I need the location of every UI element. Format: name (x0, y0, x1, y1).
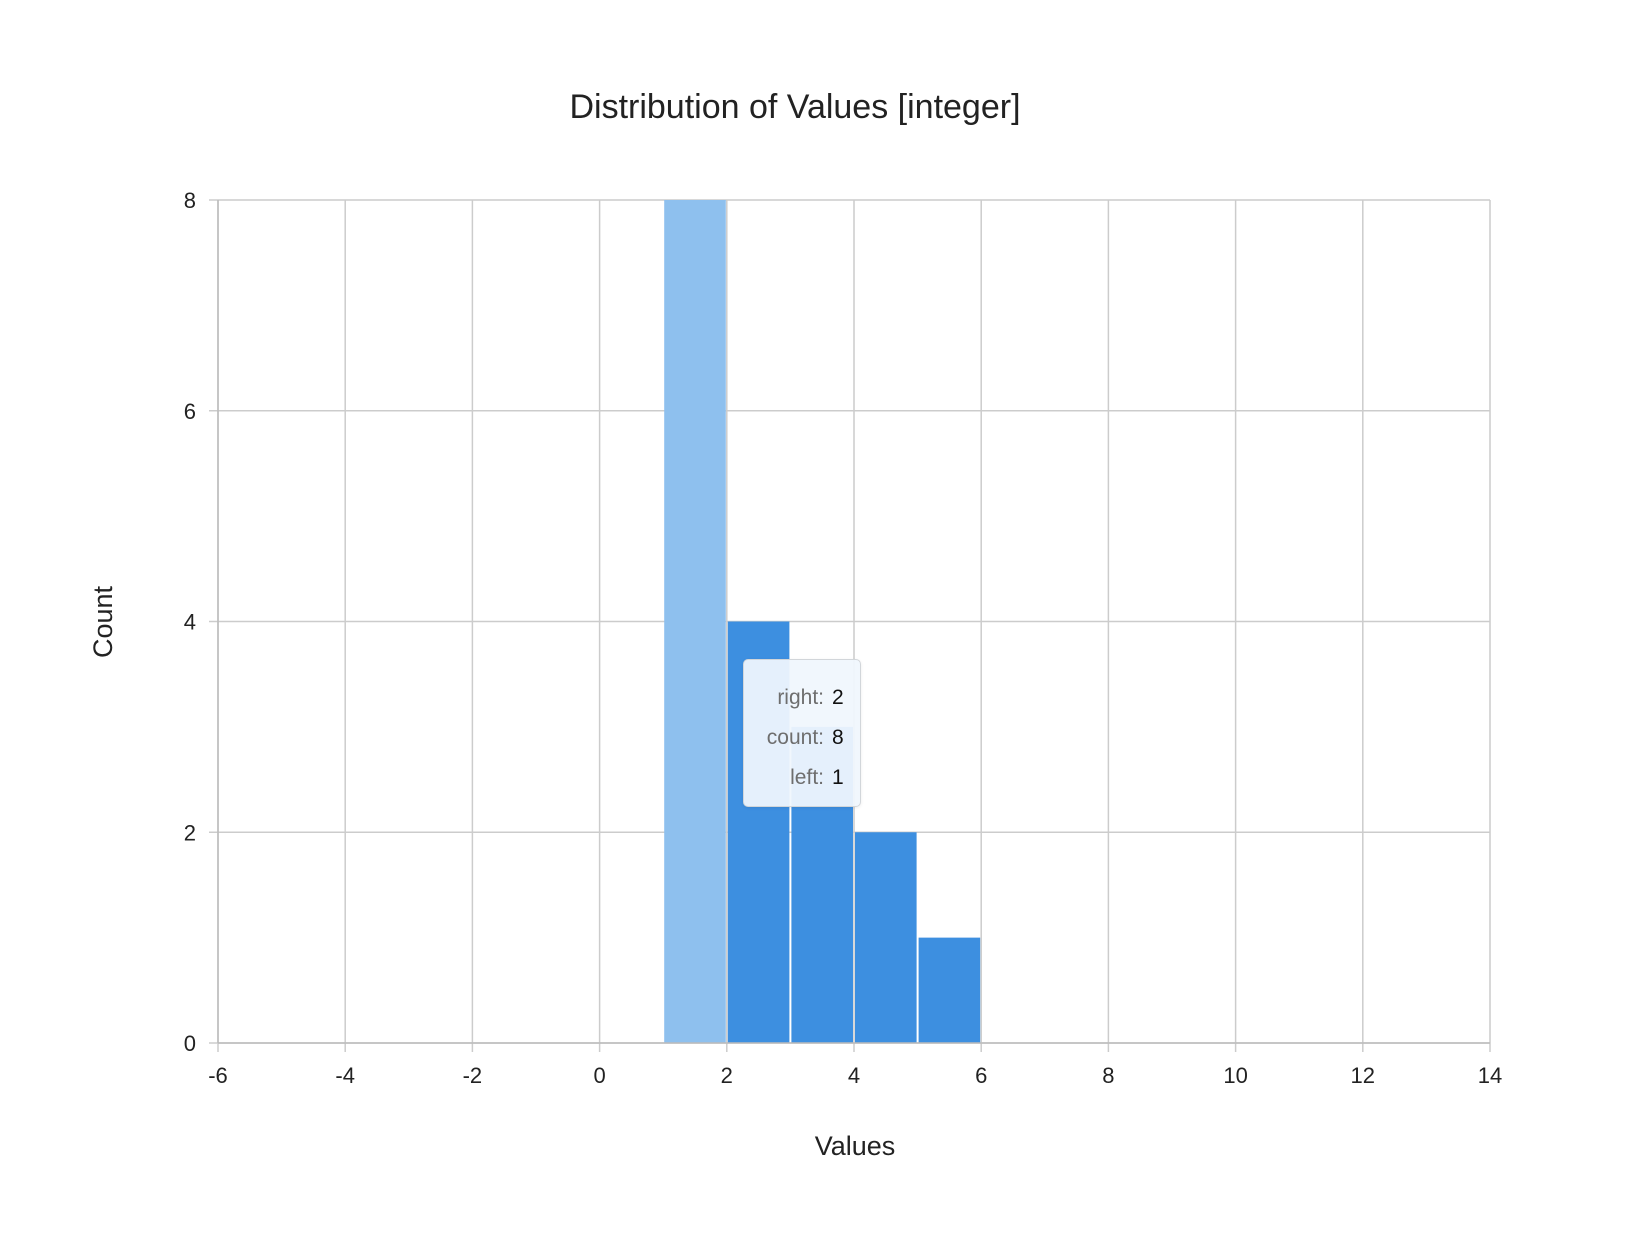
tooltip-row-right: right: 2 (744, 678, 860, 718)
x-tick-label: -6 (208, 1063, 228, 1088)
axes (209, 199, 1491, 1052)
y-tick-label: 6 (184, 399, 196, 424)
x-tick-label: 14 (1478, 1063, 1502, 1088)
tooltip-row-left: left: 1 (744, 758, 860, 798)
tooltip-value: 1 (832, 766, 844, 789)
tooltip-row-count: count: 8 (744, 718, 860, 758)
tooltip-value: 2 (832, 686, 844, 709)
y-tick-label: 8 (184, 188, 196, 213)
y-tick-label: 0 (184, 1031, 196, 1056)
x-tick-label: 4 (848, 1063, 860, 1088)
x-tick-label: 10 (1223, 1063, 1247, 1088)
bin-tooltip: right: 2 count: 8 left: 1 (743, 659, 861, 807)
histogram-bar-highlighted (664, 200, 726, 1043)
x-tick-label: 8 (1102, 1063, 1114, 1088)
x-tick-labels: -6 -4 -2 0 2 4 6 8 10 12 14 (208, 1063, 1502, 1088)
x-tick-label: -2 (463, 1063, 483, 1088)
x-axis-title: Values (815, 1131, 896, 1161)
tooltip-key: left: (790, 766, 824, 789)
histogram-bar (855, 832, 917, 1043)
grid (217, 199, 1491, 1044)
x-tick-label: -4 (335, 1063, 355, 1088)
y-tick-labels: 0 2 4 6 8 (184, 188, 196, 1056)
y-tick-label: 2 (184, 820, 196, 845)
x-tick-label: 6 (975, 1063, 987, 1088)
y-axis-title: Count (88, 585, 118, 658)
x-tick-label: 0 (593, 1063, 605, 1088)
y-tick-label: 4 (184, 610, 196, 635)
histogram-bar (918, 937, 981, 1043)
x-tick-label: 12 (1351, 1063, 1375, 1088)
chart-title: Distribution of Values [integer] (569, 88, 1020, 126)
x-tick-label: 2 (721, 1063, 733, 1088)
tooltip-key: right: (777, 686, 824, 709)
tooltip-key: count: (766, 726, 824, 749)
tooltip-value: 8 (832, 726, 844, 749)
